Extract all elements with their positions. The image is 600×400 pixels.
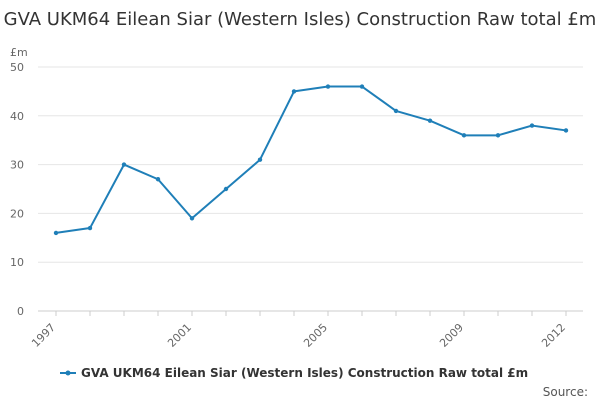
data-point <box>121 162 127 167</box>
gridlines <box>38 66 583 312</box>
data-point <box>325 84 331 89</box>
x-tick-label: 2009 <box>437 321 466 350</box>
data-point <box>53 230 59 236</box>
y-tick-label: 10 <box>10 256 24 269</box>
data-point <box>393 108 399 114</box>
data-point <box>155 177 161 182</box>
series-line <box>55 85 567 234</box>
y-tick-label: 50 <box>10 61 24 74</box>
legend-item-label: GVA UKM64 Eilean Siar (Western Isles) Co… <box>81 366 528 380</box>
data-point <box>257 157 263 162</box>
data-point <box>359 84 365 89</box>
y-tick-label: 30 <box>10 159 24 172</box>
x-tick-label: 1997 <box>29 321 58 350</box>
data-point <box>87 225 93 231</box>
data-point <box>495 133 501 138</box>
y-tick-label: 40 <box>10 110 24 123</box>
y-axis-unit-label: £m <box>10 46 28 59</box>
x-tick-label: 2012 <box>539 321 568 350</box>
data-point <box>189 216 195 221</box>
legend-swatch-point <box>65 370 71 376</box>
source-label: Source: <box>543 385 588 399</box>
data-point <box>223 186 229 192</box>
data-point <box>461 133 467 138</box>
y-tick-label: 20 <box>10 207 24 220</box>
data-point <box>563 128 569 133</box>
y-tick-label: 0 <box>17 305 24 318</box>
axes: 0 10 20 30 40 50 £m 1997 2001 2005 2009 2012 <box>10 46 568 350</box>
data-point <box>427 118 433 123</box>
legend: GVA UKM64 Eilean Siar (Western Isles) Co… <box>60 366 528 380</box>
series-layer <box>53 84 569 236</box>
x-tick-label: 2001 <box>165 321 194 350</box>
data-point <box>291 89 297 94</box>
data-point <box>529 123 535 128</box>
x-tick-label: 2005 <box>301 321 330 350</box>
chart-title: GVA UKM64 Eilean Siar (Western Isles) Co… <box>3 9 597 30</box>
